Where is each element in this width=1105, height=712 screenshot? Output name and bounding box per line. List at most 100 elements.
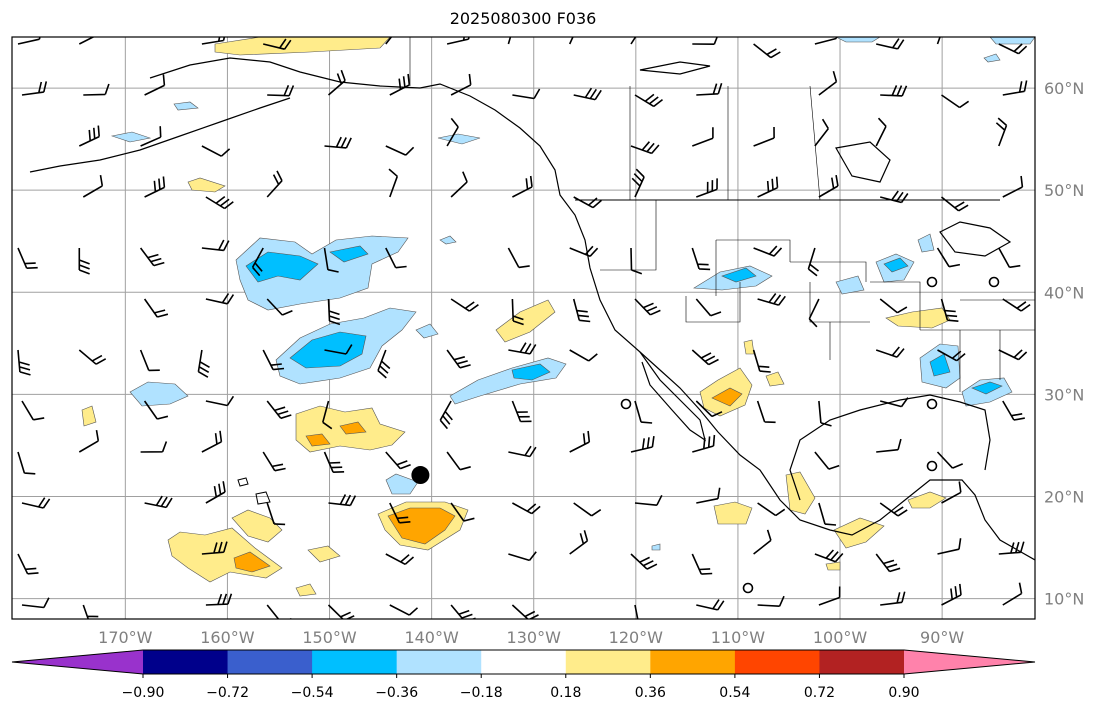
anomaly-region-positive-mid [339,421,367,435]
anomaly-region-positive [785,471,816,515]
wind-barb [569,245,599,258]
wind-barb [753,245,783,257]
calm-wind-circle [620,398,632,410]
wind-barb [634,494,663,506]
wind-barb [634,400,653,424]
anomaly-region-negative-mid [329,245,369,263]
wind-barb [266,400,292,420]
wind-barb [201,541,228,555]
anomaly-region-positive [743,339,755,355]
latitude-labels: 60°N 50°N 40°N 30°N 20°N 10°N [1044,79,1084,609]
wind-barb [753,43,781,59]
anomaly-region-positive [295,583,317,597]
wind-barb [385,451,411,470]
calm-wind-circle [926,398,938,410]
longitude-labels: 170°W 160°W 150°W 140°W 130°W 120°W 110°W 100°W… [98,628,964,647]
wind-barb [512,175,533,198]
anomaly-region-positive [307,545,341,563]
wind-barb [875,346,905,358]
calm-wind-circle [988,276,1000,288]
location-marker [411,466,430,485]
anomaly-region-negative [385,473,419,495]
wind-barb [17,247,38,269]
wind-barb [21,597,50,609]
wind-barb [630,435,655,453]
colorbar-over-triangle [904,650,1035,674]
wind-barb [205,481,226,504]
wind-barb [385,145,415,156]
wind-barb [327,69,346,96]
wind-barb [78,248,90,275]
wind-barb [814,549,844,563]
north-america-coastline [419,83,1035,561]
wind-barb [143,298,169,318]
wind-barb [998,43,1028,55]
wind-barb [323,451,345,473]
wind-barb [880,85,908,97]
wind-barb [814,451,840,470]
wind-barb [511,298,524,326]
wind-barb [757,595,785,607]
wind-barb [1002,582,1023,606]
calm-wind-markers [620,276,1000,594]
calm-wind-circle [926,460,938,472]
wind-barb [201,239,230,252]
colorbar-bin [565,650,651,674]
wind-barb [752,349,771,373]
wind-barb [327,298,341,326]
wind-barb [753,529,772,555]
wind-barb [818,400,832,427]
wind-barb [814,118,829,147]
wind-barb [818,502,837,526]
anomaly-region-negative [835,37,881,43]
wind-barb [324,136,352,149]
wind-barb [696,178,718,198]
wind-barb [201,37,226,45]
wind-barb [757,293,786,306]
wind-barb [808,298,820,328]
wind-barb [880,591,906,606]
longitude-label: 140°W [404,628,459,647]
wind-barb [83,83,110,96]
wind-barb [389,604,419,616]
anomaly-region-positive [495,299,556,343]
anomaly-region-negative [129,381,189,407]
wind-barb [696,487,721,504]
gulf-coastline [789,394,991,501]
colorbar-tick-label: −0.36 [375,685,418,701]
wind-barb [692,434,716,453]
colorbar-tick-label: −0.72 [206,685,249,701]
wind-barb [879,298,908,314]
map-frame [11,36,1036,620]
wind-barb [263,38,292,50]
wind-barb [267,84,295,97]
wind-barb [631,168,645,198]
wind-barb [508,342,537,355]
longitude-label: 160°W [200,628,255,647]
wind-barb [446,451,471,471]
wind-barb [17,451,36,475]
wind-barb [875,117,887,147]
wind-barb [266,298,293,316]
anomaly-region-positive [825,561,841,571]
anomaly-region-positive [907,491,947,509]
latitude-label: 40°N [1044,283,1084,302]
wind-barb [818,174,839,198]
anomaly-region-negative-mid [511,363,551,381]
wind-barb [569,349,598,362]
wind-barb [511,400,532,423]
wind-barb [696,83,723,96]
wind-barb [205,293,235,305]
wind-barb [144,176,166,198]
wind-barb [940,298,959,322]
wind-barb [450,73,472,96]
anomaly-region-negative [110,131,152,143]
colorbar-tick-labels: −0.90 −0.72 −0.54 −0.36 −0.18 0.18 0.36 0.54 0.7… [122,674,920,701]
wind-barb [323,247,339,273]
wind-barb [327,604,355,619]
anomaly-region-positive [833,517,885,549]
wind-barb [573,87,602,101]
anomaly-region-negative [989,37,1035,45]
anomaly-region-negative [415,323,439,339]
